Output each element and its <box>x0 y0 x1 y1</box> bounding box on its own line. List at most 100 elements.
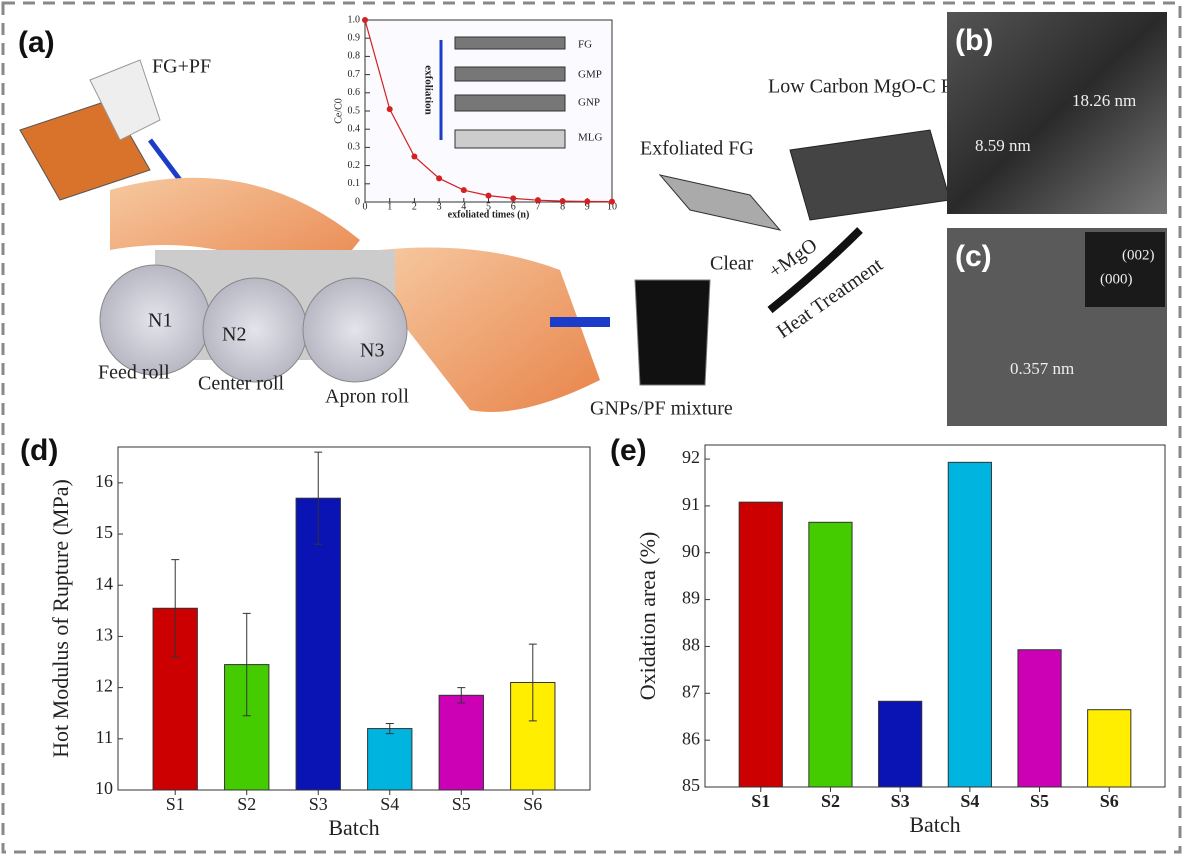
annotation: MLG <box>578 132 603 144</box>
y-tick-label: 91 <box>682 494 700 514</box>
panel-label: (d) <box>20 434 58 467</box>
roll <box>202 277 308 383</box>
x-tick-label: 2 <box>412 201 417 212</box>
brick <box>789 129 951 221</box>
sheet <box>380 247 600 412</box>
y-tick-label: 16 <box>95 471 113 491</box>
y-tick-label: 0.8 <box>348 51 361 62</box>
error-bar <box>457 687 466 704</box>
y-axis-label: Oxidation area (%) <box>635 532 660 701</box>
y-tick-label: 0.9 <box>348 32 361 43</box>
roll-name: Center roll <box>198 373 285 395</box>
roll-label: N2 <box>222 324 246 346</box>
y-tick-label: 0.4 <box>348 123 361 134</box>
diffraction-label: (000) <box>1100 271 1133 287</box>
x-axis-label: exfoliated times (n) <box>448 209 530 220</box>
measure-label: 18.26 nm <box>1072 91 1136 110</box>
panel-label: (b) <box>955 24 993 57</box>
layer-stack <box>454 36 566 50</box>
y-tick-label: 85 <box>682 775 700 795</box>
y-tick-label: 89 <box>682 588 700 608</box>
x-tick-label: 5 <box>486 201 491 212</box>
y-tick-label: 92 <box>682 447 700 467</box>
x-tick-label: 0 <box>363 201 368 212</box>
y-tick-label: 0.3 <box>348 142 361 153</box>
x-tick-label: 8 <box>560 201 565 212</box>
x-tick-label: S2 <box>821 791 840 811</box>
x-tick-label: S3 <box>309 794 328 814</box>
x-tick-label: S5 <box>452 794 471 814</box>
roll-label: N3 <box>360 340 384 362</box>
x-tick-label: 9 <box>585 201 590 212</box>
y-axis-label: Ce/C0 <box>333 98 344 124</box>
x-axis-label: Batch <box>328 815 379 840</box>
panel-label: (e) <box>610 434 647 467</box>
point <box>460 187 467 194</box>
sem-image <box>947 12 1167 214</box>
point <box>609 198 615 205</box>
bar <box>1087 709 1132 788</box>
y-tick-label: 87 <box>682 681 700 701</box>
y-tick-label: 13 <box>95 625 113 645</box>
point <box>436 175 443 182</box>
x-tick-label: S6 <box>1100 791 1119 811</box>
y-tick-label: 1.0 <box>348 14 361 25</box>
spacing-label: 0.357 nm <box>1010 359 1074 378</box>
panel-label: (a) <box>18 26 55 59</box>
error-bar <box>314 451 323 545</box>
point <box>485 192 492 199</box>
x-tick-label: 6 <box>511 201 516 212</box>
error-bar <box>385 722 394 735</box>
y-tick-label: 0.1 <box>348 178 361 189</box>
y-tick-label: 0.6 <box>348 87 361 98</box>
y-tick-label: 90 <box>682 541 700 561</box>
diffraction-inset <box>1085 232 1165 307</box>
y-tick-label: 12 <box>95 676 113 696</box>
x-tick-label: 7 <box>535 201 540 212</box>
x-tick-label: 4 <box>461 201 466 212</box>
clear-label: Clear <box>710 253 754 275</box>
point <box>362 17 368 23</box>
error-bar <box>171 559 180 658</box>
roll-name: Feed roll <box>98 362 170 384</box>
y-axis-label: Hot Modulus of Rupture (MPa) <box>48 479 73 758</box>
mixture-label: GNPs/PF mixture <box>590 398 733 420</box>
y-tick-label: 86 <box>682 728 700 748</box>
x-tick-label: 1 <box>387 201 392 212</box>
y-tick-label: 0.7 <box>348 69 361 80</box>
bar <box>367 728 413 791</box>
error-bar <box>528 643 537 722</box>
y-tick-label: 15 <box>95 522 113 542</box>
annotation: exfoliation <box>422 65 434 115</box>
bar <box>1017 649 1062 788</box>
x-tick-label: S6 <box>523 794 542 814</box>
y-tick-label: 0.2 <box>348 160 361 171</box>
point <box>584 198 591 205</box>
layer-stack <box>454 66 566 82</box>
annotation: FG <box>578 39 592 51</box>
pour-cup <box>89 59 161 141</box>
bar <box>738 501 783 788</box>
point <box>534 197 541 204</box>
y-tick-label: 14 <box>95 573 113 593</box>
flakes <box>658 174 782 231</box>
point <box>386 106 393 113</box>
roll-name: Apron roll <box>325 386 409 408</box>
y-tick-label: 11 <box>96 727 113 747</box>
feed-label: FG+PF <box>152 56 211 78</box>
x-tick-label: S3 <box>891 791 910 811</box>
bar <box>438 694 484 791</box>
arrow <box>767 227 863 314</box>
roll <box>302 277 408 383</box>
error-bar <box>242 612 251 717</box>
x-tick-label: S4 <box>960 791 979 811</box>
annotation: GNP <box>578 97 600 109</box>
beaker <box>634 279 711 386</box>
roll-label: N1 <box>148 310 172 332</box>
x-tick-label: 10 <box>607 201 617 212</box>
panel-label: (c) <box>955 240 992 273</box>
diffraction-label: (002) <box>1122 247 1155 263</box>
schematic: N1 N2 N3 Feed roll Center roll Apron rol… <box>19 56 1039 420</box>
y-tick-label: 10 <box>95 778 113 798</box>
point <box>559 198 566 205</box>
